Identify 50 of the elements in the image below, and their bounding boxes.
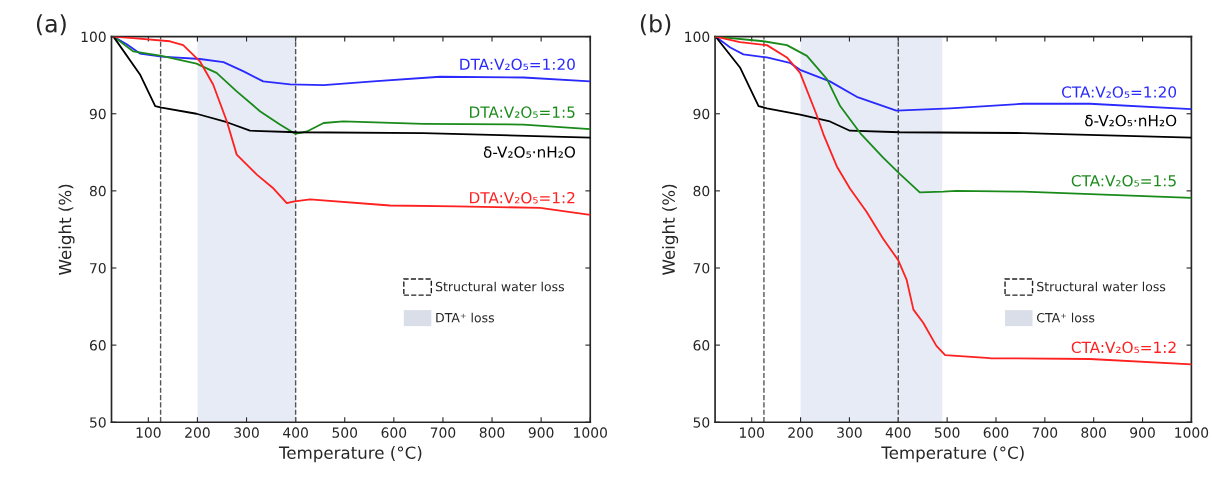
x-tick-label: 800 <box>1081 427 1107 438</box>
x-axis-title: Temperature (°C) <box>278 446 422 463</box>
series-label: CTA:V₂O₅=1:5 <box>1071 174 1176 187</box>
y-axis-title: Weight (%) <box>662 184 679 275</box>
series-label: DTA:V₂O₅=1:5 <box>470 106 575 118</box>
y-tick-label: 100 <box>685 31 710 43</box>
x-axis-title: Temperature (°C) <box>881 446 1024 463</box>
annotation: Structural water loss <box>435 281 565 292</box>
y-axis-title: Weight (%) <box>58 184 75 275</box>
x-tick-label: 500 <box>934 427 960 438</box>
series-label: CTA:V₂O₅=1:20 <box>1061 86 1177 98</box>
x-tick-label: 900 <box>528 427 554 438</box>
x-tick-label: 700 <box>1032 427 1058 438</box>
x-tick-label: 300 <box>837 427 862 438</box>
y-tick-label: 50 <box>90 417 106 428</box>
x-tick-label: 100 <box>136 427 161 438</box>
x-tick-label: 400 <box>283 427 308 438</box>
y-tick-label: 80 <box>89 185 106 197</box>
annotation: CTA⁺ loss <box>1036 312 1095 323</box>
chart-title: (a) <box>36 14 66 36</box>
series-label: δ-V₂O₅·nH₂O <box>1085 114 1177 127</box>
x-tick-label: 600 <box>983 427 1009 438</box>
series-label: δ-V₂O₅·nH₂O <box>483 146 576 158</box>
x-tick-label: 300 <box>234 427 259 438</box>
x-tick-label: 500 <box>332 427 358 438</box>
y-tick-label: 80 <box>693 185 710 197</box>
series-label: DTA:V₂O₅=1:2 <box>470 191 575 204</box>
y-tick-label: 60 <box>693 340 710 351</box>
annotation: Structural water loss <box>1037 281 1166 292</box>
x-tick-label: 700 <box>430 427 456 438</box>
y-tick-label: 90 <box>89 108 106 120</box>
x-tick-label: 200 <box>185 427 210 438</box>
y-tick-label: 70 <box>693 262 710 274</box>
y-tick-label: 70 <box>90 262 106 274</box>
x-tick-label: 800 <box>479 427 505 438</box>
x-tick-label: 1000 <box>574 427 607 438</box>
y-tick-label: 60 <box>89 340 106 351</box>
x-tick-label: 1000 <box>1175 427 1209 438</box>
series-label: CTA:V₂O₅=1:2 <box>1071 341 1176 354</box>
y-tick-label: 50 <box>693 417 710 428</box>
series-label: DTA:V₂O₅=1:20 <box>460 58 575 71</box>
annotation: DTA⁺ loss <box>436 312 495 323</box>
x-tick-label: 200 <box>788 427 813 438</box>
y-tick-label: 100 <box>81 31 106 43</box>
x-tick-label: 600 <box>381 427 407 438</box>
y-tick-label: 90 <box>693 108 710 120</box>
x-tick-label: 100 <box>739 427 765 438</box>
x-tick-label: 900 <box>1130 427 1155 438</box>
chart-title: (b) <box>640 14 671 36</box>
x-tick-label: 400 <box>885 427 911 438</box>
